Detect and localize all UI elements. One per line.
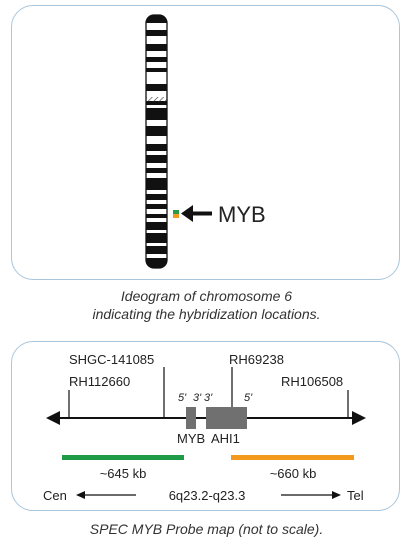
chromosome-band — [146, 204, 167, 209]
chromosome-band — [146, 194, 167, 200]
chromosome-band — [146, 155, 167, 163]
ahi1-gene-box — [206, 407, 247, 429]
chromosome-band — [146, 30, 167, 36]
probe-map-panel — [11, 341, 400, 511]
ideogram-panel — [11, 5, 400, 280]
chromosome-band — [146, 15, 167, 23]
chromosome-band — [146, 178, 167, 190]
left-arrow-head — [46, 411, 60, 425]
gene-name-myb: MYB — [177, 431, 205, 446]
chromosome-band — [146, 214, 167, 218]
probe-size-orange: ~660 kb — [270, 466, 317, 481]
centromere — [146, 97, 167, 102]
marker-rh112660: RH112660 — [69, 374, 130, 389]
chromosome-band — [146, 144, 167, 151]
probe-size-green: ~645 kb — [100, 466, 147, 481]
gene-label-myb: MYB — [218, 202, 266, 227]
chromosome-band — [146, 222, 167, 230]
ideogram-caption-line1: Ideogram of chromosome 6 — [120, 288, 293, 304]
chromosome-band — [146, 126, 167, 136]
chromosome-band — [146, 168, 167, 173]
myb-3prime: 3' — [193, 392, 202, 404]
probe-bar-orange — [231, 455, 354, 460]
probe-map-caption: SPEC MYB Probe map (not to scale). — [89, 521, 324, 537]
chromosome-band — [146, 233, 167, 243]
orientation-band: 6q23.2-q23.3 — [169, 488, 246, 503]
probe-bar-green — [62, 455, 184, 460]
chromosome-6-ideogram — [145, 14, 168, 269]
marker-orange — [173, 214, 179, 218]
marker-rh106508: RH106508 — [281, 374, 343, 389]
marker-shgc: SHGC-141085 — [69, 352, 154, 367]
chromosome-band — [146, 101, 167, 105]
marker-green — [173, 210, 179, 214]
cen-arrow-head — [76, 491, 85, 499]
orientation-cen: Cen — [43, 488, 67, 503]
chromosome-band — [146, 44, 167, 51]
chromosome-band — [146, 84, 167, 91]
probe-map: SHGC-141085 RH112660 RH69238 RH106508 5'… — [43, 352, 366, 503]
marker-rh69238: RH69238 — [229, 352, 284, 367]
ideogram-caption-line2: indicating the hybridization locations. — [92, 306, 321, 322]
right-arrow-head — [352, 411, 366, 425]
myb-gene-box — [186, 407, 196, 429]
ahi1-3prime: 3' — [204, 392, 213, 404]
chromosome-band — [146, 108, 167, 120]
chromosome-band — [146, 246, 167, 254]
ahi1-5prime: 5' — [244, 392, 253, 404]
gene-name-ahi1: AHI1 — [211, 431, 240, 446]
orientation-tel: Tel — [347, 488, 364, 503]
myb-5prime: 5' — [178, 392, 187, 404]
tel-arrow-head — [332, 491, 341, 499]
myb-arrow — [181, 205, 212, 222]
chromosome-band — [146, 258, 167, 268]
chromosome-band — [146, 57, 167, 62]
chromosome-band — [146, 68, 167, 72]
